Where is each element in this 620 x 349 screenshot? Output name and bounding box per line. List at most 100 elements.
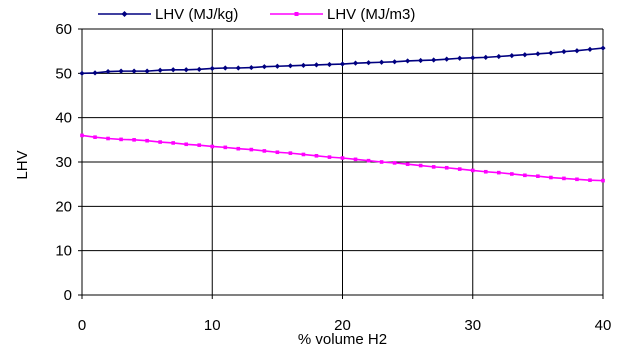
series-1-point xyxy=(118,68,124,74)
x-axis-title: % volume H2 xyxy=(298,331,387,348)
series-2-point xyxy=(132,138,136,142)
series-1-point xyxy=(352,60,359,66)
series-1-point xyxy=(365,60,372,66)
series-2-point xyxy=(210,144,215,149)
series-1-point xyxy=(105,68,111,75)
series-2-point xyxy=(184,142,188,147)
series-1-point xyxy=(548,50,554,56)
series-1-point xyxy=(261,64,267,70)
series-1-point xyxy=(326,61,333,68)
y-tick-label: 10 xyxy=(55,243,72,260)
series-2-point xyxy=(379,160,384,164)
series-2-point xyxy=(249,147,254,152)
series-2-point xyxy=(119,137,123,142)
series-2-point xyxy=(457,167,462,171)
series-1-point xyxy=(392,59,398,65)
y-tick-label: 0 xyxy=(64,287,72,304)
legend: LHV (MJ/kg) LHV (MJ/m3) xyxy=(98,6,415,23)
series-1-point xyxy=(509,53,515,59)
series-1-point xyxy=(287,63,293,69)
series-2-point xyxy=(536,174,540,178)
series-1-point xyxy=(313,62,320,68)
x-tick-label: 30 xyxy=(464,317,481,334)
series-2-point xyxy=(523,173,527,178)
series-1-point xyxy=(209,65,215,72)
series-1-point xyxy=(418,57,424,64)
y-tick-label: 20 xyxy=(55,198,72,215)
series-1-point xyxy=(470,55,476,61)
series-1-point xyxy=(235,65,241,71)
y-axis-title: LHV xyxy=(14,150,31,179)
series-2-point xyxy=(288,151,293,155)
series-2-point xyxy=(588,178,592,182)
series-2-point xyxy=(106,136,110,141)
legend-marker-square-icon xyxy=(294,12,299,16)
legend-label-1: LHV (MJ/kg) xyxy=(155,6,238,23)
series-2-point xyxy=(575,177,579,182)
series-1-point xyxy=(535,51,541,57)
series-2-point xyxy=(483,169,488,174)
series-1-point xyxy=(222,65,228,71)
series-2-point xyxy=(405,162,410,167)
series-1-point xyxy=(339,61,346,67)
x-tick-label: 40 xyxy=(595,317,612,334)
series-1-point xyxy=(600,45,606,51)
series-2-point xyxy=(301,152,306,157)
series-2-point xyxy=(158,140,162,144)
y-tick-label: 30 xyxy=(55,154,72,171)
series-2-point xyxy=(223,145,228,150)
series-2-point xyxy=(431,165,436,169)
series-1-point xyxy=(131,68,137,74)
series-2-point xyxy=(275,150,280,155)
series-1-point xyxy=(274,63,280,69)
plot-area: 0 10 20 30 40 50 60 0 10 20 30 40 xyxy=(55,21,611,334)
series-1-point xyxy=(405,58,411,64)
series-1-point xyxy=(496,53,502,60)
series-2-point xyxy=(197,143,202,147)
series-2-point xyxy=(392,161,397,165)
series-1-point xyxy=(444,56,450,62)
series-1-point xyxy=(378,59,385,65)
legend-label-2: LHV (MJ/m3) xyxy=(327,6,415,23)
series-2-point xyxy=(510,172,514,176)
series-2-point xyxy=(340,156,345,160)
series-1-point xyxy=(170,67,176,73)
x-tick-label: 10 xyxy=(204,317,221,334)
series-2-point xyxy=(353,157,358,162)
series-1-point xyxy=(587,46,593,52)
series-1-point xyxy=(522,52,528,58)
series-2-point xyxy=(93,135,97,139)
series-1-point xyxy=(144,68,150,74)
series-2-point xyxy=(549,175,553,180)
series-2-point xyxy=(171,141,175,145)
series-2-point xyxy=(444,165,449,170)
series-1-point xyxy=(157,67,163,73)
x-tick-label: 0 xyxy=(78,317,86,334)
series-1-point xyxy=(561,49,567,55)
series-2-point xyxy=(236,146,241,151)
series-2-point xyxy=(470,168,475,173)
series-2-point xyxy=(562,176,566,181)
series-1-point xyxy=(483,54,489,60)
series-2-point xyxy=(497,170,501,175)
series-1-point xyxy=(300,62,307,68)
series-2-point xyxy=(601,178,605,183)
series-2-point xyxy=(262,149,267,153)
series-1-point xyxy=(248,64,254,71)
legend-marker-diamond-icon xyxy=(121,11,128,17)
series-2-point xyxy=(418,163,423,168)
y-tick-label: 40 xyxy=(55,110,72,127)
y-tick-label: 50 xyxy=(55,65,72,82)
x-tick-label: 20 xyxy=(334,317,351,334)
series-1-point xyxy=(79,70,85,76)
series-2-point xyxy=(327,155,332,159)
series-1-point xyxy=(431,57,437,63)
y-tick-label: 60 xyxy=(55,21,72,38)
series-2-point xyxy=(80,133,84,138)
series-2-point xyxy=(314,153,319,158)
series-1-point xyxy=(196,66,202,72)
series-1-point xyxy=(574,48,580,54)
series-2-point xyxy=(145,138,149,143)
series-1-point xyxy=(183,67,189,73)
